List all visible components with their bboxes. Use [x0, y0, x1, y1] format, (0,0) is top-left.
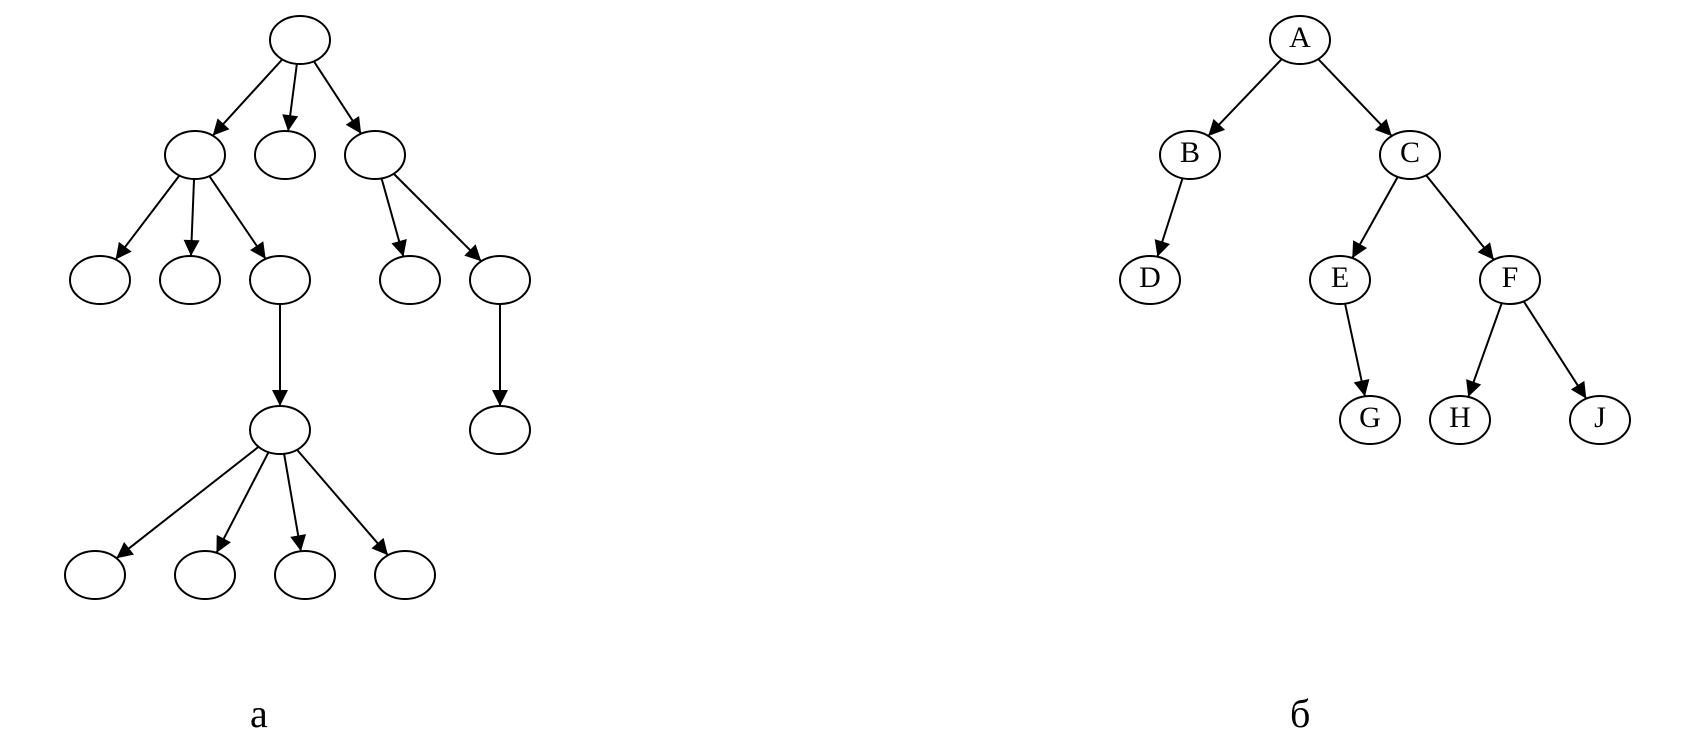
tree-node — [380, 256, 440, 304]
edge — [116, 176, 180, 260]
tree-node — [270, 16, 330, 64]
edge — [282, 64, 298, 131]
tree-node — [345, 131, 405, 179]
tree-node: F — [1480, 256, 1540, 304]
caption-a: а — [250, 690, 268, 737]
tree-node: J — [1570, 396, 1630, 444]
node-label: J — [1594, 401, 1606, 434]
node-label: E — [1331, 261, 1349, 294]
node-label: F — [1502, 261, 1519, 294]
edge — [1318, 59, 1392, 136]
edge — [1466, 303, 1502, 397]
tree-node — [250, 256, 310, 304]
tree-node — [160, 256, 220, 304]
node-label: А — [1289, 21, 1311, 54]
edge — [394, 174, 482, 262]
edge — [216, 452, 268, 553]
tree-node — [470, 406, 530, 454]
tree-b: А В С D E F G H J — [1120, 16, 1630, 444]
node-label: H — [1449, 401, 1471, 434]
tree-node — [375, 551, 435, 599]
node-label: С — [1400, 136, 1420, 169]
node-label: G — [1359, 401, 1381, 434]
tree-node — [275, 551, 335, 599]
tree-node: В — [1160, 131, 1220, 179]
edge — [116, 447, 258, 558]
caption-b: б — [1290, 690, 1310, 737]
tree-node — [165, 131, 225, 179]
tree-node: А — [1270, 16, 1330, 64]
edge — [272, 304, 288, 406]
tree-node: H — [1430, 396, 1490, 444]
tree-node: С — [1380, 131, 1440, 179]
figure-page: А В С D E F G H J а б — [0, 0, 1706, 751]
node-label: D — [1139, 261, 1161, 294]
tree-node — [70, 256, 130, 304]
tree-node: D — [1120, 256, 1180, 304]
tree-node — [175, 551, 235, 599]
edge — [1345, 304, 1369, 397]
edge — [382, 178, 407, 256]
edge — [213, 59, 283, 135]
edge — [297, 450, 388, 555]
edge — [1352, 177, 1397, 258]
edge — [284, 454, 306, 551]
tree-node: G — [1340, 396, 1400, 444]
edge — [314, 61, 361, 133]
tree-node — [255, 131, 315, 179]
edge — [1524, 301, 1587, 398]
edge — [1426, 175, 1494, 260]
tree-node: E — [1310, 256, 1370, 304]
edge — [1208, 59, 1282, 136]
tree-a — [65, 16, 530, 599]
tree-diagrams-svg: А В С D E F G H J — [0, 0, 1706, 751]
edge — [492, 304, 508, 406]
edge — [209, 176, 265, 259]
node-label: В — [1180, 136, 1200, 169]
tree-node — [250, 406, 310, 454]
edge — [1155, 178, 1183, 256]
edge — [184, 179, 200, 256]
tree-node — [470, 256, 530, 304]
tree-node — [65, 551, 125, 599]
